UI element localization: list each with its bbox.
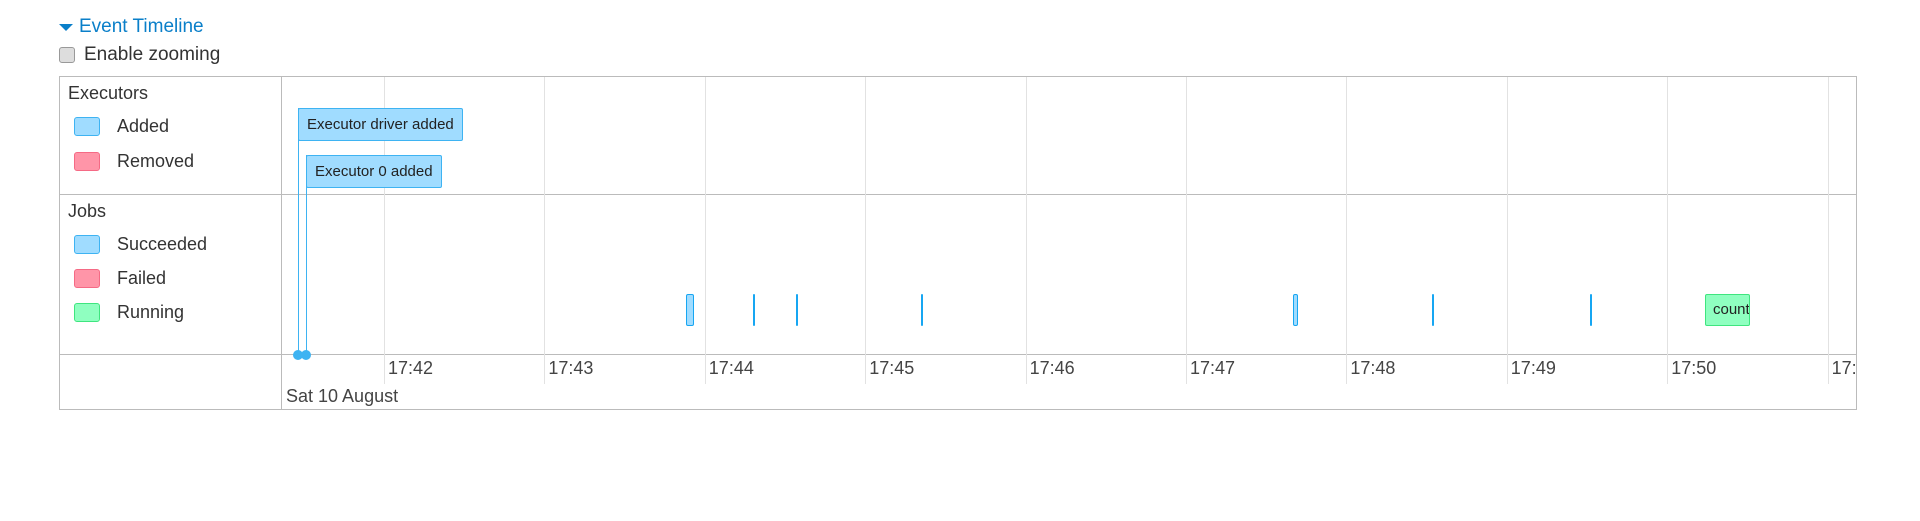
axis-divider [59,354,1857,355]
gridline [1186,77,1187,354]
job-bar[interactable] [921,294,923,326]
legend-running: Running [74,302,184,323]
timeline-container[interactable] [59,76,1857,410]
axis-tick [865,354,867,384]
job-bar[interactable] [1432,294,1434,326]
legend-swatch [74,235,100,254]
job-bar[interactable] [686,294,694,326]
label-column-divider [281,76,282,410]
axis-tick-label: 17:51 [1831,358,1856,378]
gridline [544,77,546,354]
axis-tick [1025,354,1027,384]
axis-tick [384,354,385,384]
event-connector [298,108,299,355]
legend-succeeded: Succeeded [74,234,207,255]
gridline [865,77,867,354]
legend-swatch [74,152,100,171]
legend-removed: Removed [74,151,194,172]
axis-tick [1346,354,1348,384]
caret-down-icon [59,23,73,31]
executors-group-label: Executors [68,83,149,103]
axis-tick-label: 17:42 [388,358,434,378]
gridline [1346,77,1348,354]
enable-zooming-label: Enable zooming [84,44,221,65]
checkbox-icon[interactable] [59,47,75,63]
gridline [1506,77,1508,354]
axis-tick [1506,354,1508,384]
axis-tick-label: 17:50 [1671,358,1717,378]
axis-tick [1667,354,1669,384]
axis-tick-label: 17:44 [708,358,754,378]
axis-tick [1827,354,1829,384]
legend-label: Succeeded [117,234,208,254]
gridline [1827,77,1829,354]
event-dot[interactable] [293,350,303,360]
event-dot[interactable] [301,350,311,360]
legend-label: Added [117,116,170,136]
executor-event[interactable]: Executor driver added [298,108,463,141]
axis-date-label: Sat 10 August [286,386,399,406]
enable-zooming-checkbox[interactable]: Enable zooming [59,44,220,66]
axis-tick-label: 17:48 [1350,358,1396,378]
job-bar[interactable] [796,294,798,326]
axis-tick-label: 17:46 [1029,358,1075,378]
row-divider [59,194,1857,195]
axis-tick [704,354,706,384]
gridline [1025,77,1027,354]
axis-tick-label: 17:49 [1510,358,1556,378]
gridline [1667,77,1669,354]
axis-tick [1186,354,1187,384]
axis-tick [544,354,546,384]
job-bar[interactable]: count [1705,294,1750,326]
event-timeline-toggle[interactable]: Event Timeline [59,16,204,38]
axis-tick-label: 17:45 [869,358,915,378]
legend-label: Failed [117,268,167,288]
jobs-group-label: Jobs [68,201,107,221]
legend-label: Running [117,302,185,322]
legend-failed: Failed [74,268,166,289]
job-bar[interactable] [1590,294,1592,326]
executor-event[interactable]: Executor 0 added [306,155,442,188]
job-bar[interactable] [1293,294,1298,326]
legend-swatch [74,117,100,136]
gridline [384,77,385,354]
legend-swatch [74,269,100,288]
gridline [704,77,706,354]
job-bar[interactable] [753,294,755,326]
legend-label: Removed [117,151,195,171]
axis-tick-label: 17:43 [548,358,594,378]
event-connector [306,155,307,355]
legend-added: Added [74,116,169,137]
axis-tick-label: 17:47 [1190,358,1236,378]
section-title: Event Timeline [79,16,204,37]
legend-swatch [74,303,100,322]
